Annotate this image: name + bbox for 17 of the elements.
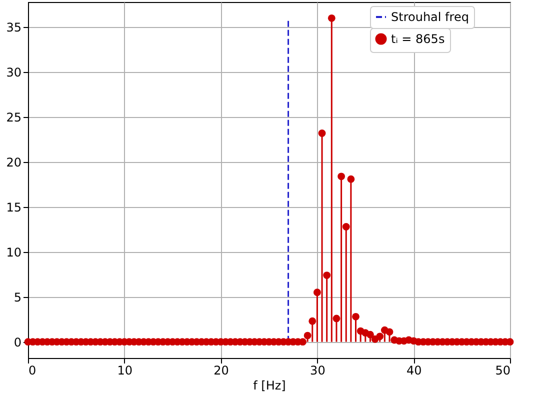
legend-label: Strouhal freq: [391, 10, 469, 24]
y-tick-label: 25: [6, 110, 22, 125]
x-tick-label: 0: [28, 364, 36, 378]
x-axis-title: f [Hz]: [253, 378, 286, 392]
y-tick-label: 30: [6, 66, 22, 80]
y-tick-label: 20: [6, 156, 22, 170]
x-tick-label: 10: [117, 364, 133, 378]
x-tick-label: 40: [406, 364, 422, 378]
y-tick-label: 35: [6, 20, 22, 35]
y-tick-label: 15: [6, 200, 22, 214]
y-tick-label: 0: [14, 335, 22, 350]
x-tick-label: 30: [310, 364, 326, 378]
x-tick-label: 20: [214, 364, 229, 378]
y-tick-label: 5: [14, 290, 22, 304]
legend-label: tᵢ = 865s: [391, 32, 445, 46]
y-tick-label: 10: [6, 245, 22, 260]
x-tick-label: 50: [495, 364, 510, 378]
